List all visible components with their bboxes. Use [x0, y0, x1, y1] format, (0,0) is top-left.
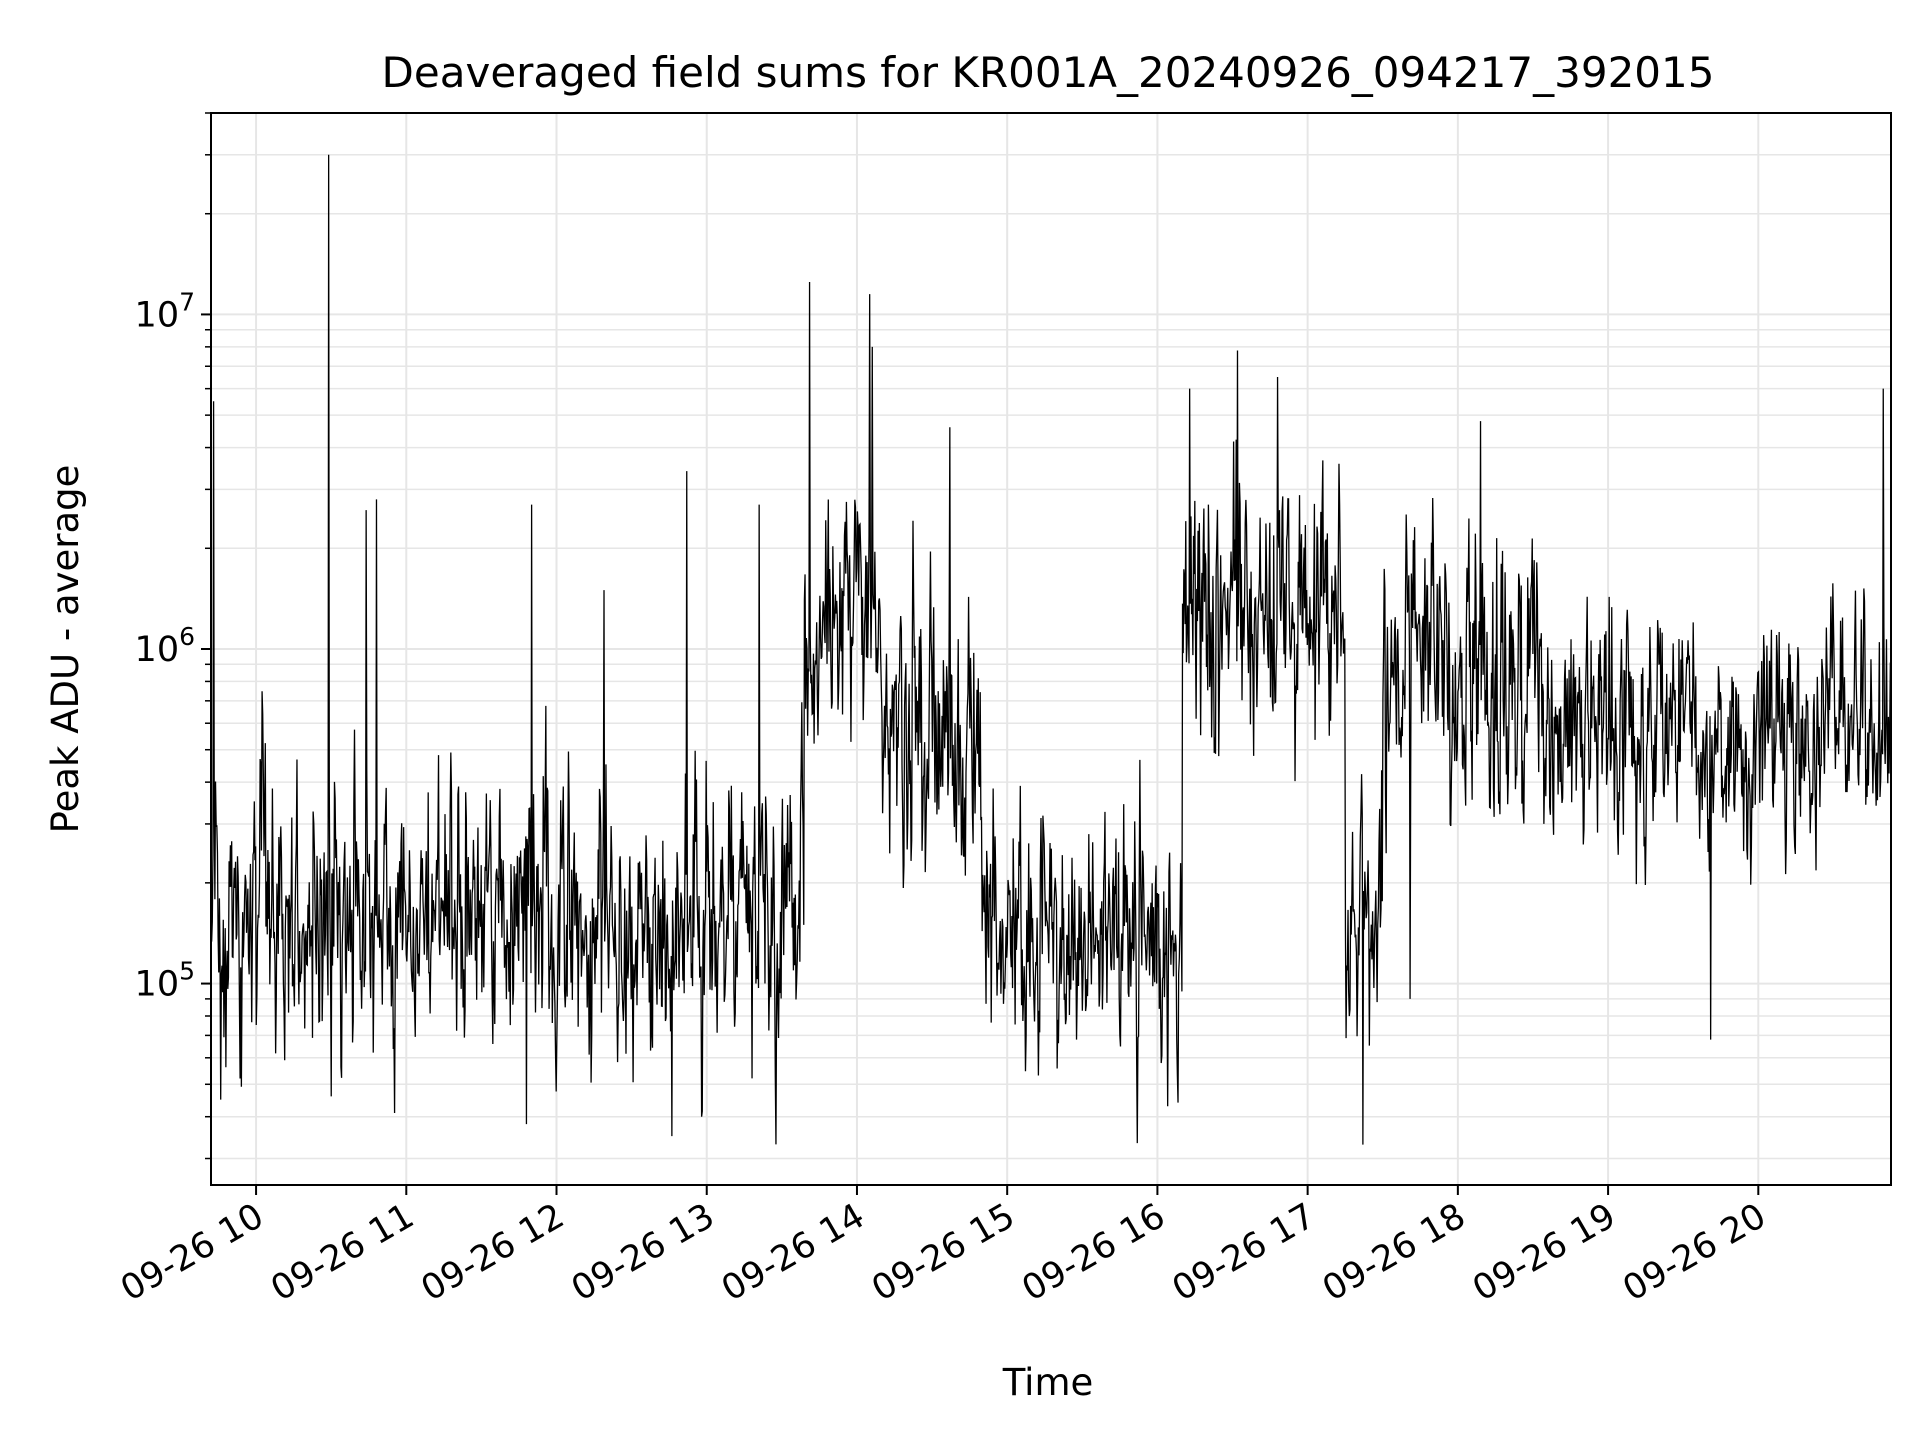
y-tick-label: 105 — [135, 957, 195, 1005]
y-tick-exponent: 6 — [179, 622, 195, 651]
y-tick-label: 106 — [135, 622, 195, 670]
x-axis-label: Time — [1002, 1361, 1094, 1404]
series-layer — [210, 154, 1892, 1145]
y-tick-base: 10 — [135, 295, 180, 335]
y-tick-base: 10 — [135, 965, 180, 1005]
series-line — [210, 154, 1892, 1145]
y-tick-exponent: 7 — [179, 287, 195, 316]
y-axis-label: Peak ADU - average — [44, 465, 87, 834]
y-tick-label: 107 — [135, 287, 195, 335]
y-tick-base: 10 — [135, 630, 180, 670]
y-tick-exponent: 5 — [179, 957, 195, 986]
chart-title: Deaveraged field sums for KR001A_2024092… — [382, 48, 1715, 97]
